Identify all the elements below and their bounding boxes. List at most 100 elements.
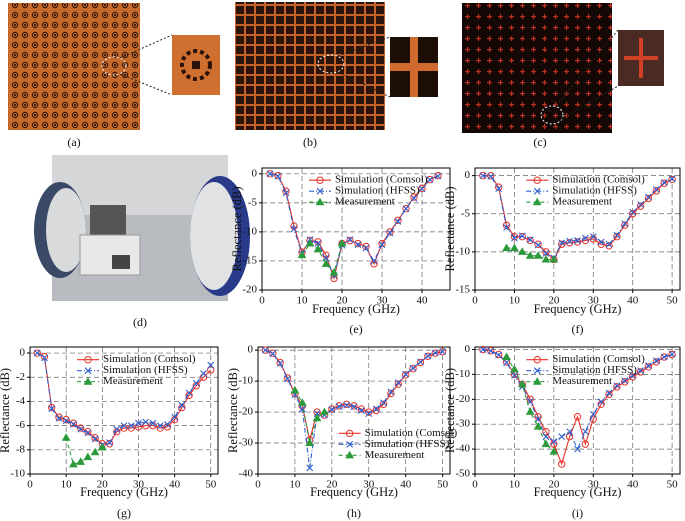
photo-a bbox=[8, 3, 220, 130]
y-tick-label: 0 bbox=[20, 347, 26, 359]
y-tick-label: -6 bbox=[16, 419, 26, 431]
marker bbox=[439, 348, 447, 356]
marker bbox=[261, 346, 269, 354]
photo-d bbox=[34, 155, 250, 301]
legend-marker bbox=[346, 440, 354, 448]
marker bbox=[541, 439, 551, 448]
marker bbox=[565, 239, 574, 247]
marker bbox=[261, 346, 270, 354]
marker bbox=[652, 357, 660, 365]
marker bbox=[328, 406, 336, 413]
marker bbox=[33, 349, 41, 357]
legend-marker bbox=[84, 356, 92, 364]
y-tick-label: -10 bbox=[238, 375, 253, 387]
marker bbox=[424, 352, 432, 360]
x-axis-label: Frequency (GHz) bbox=[310, 485, 398, 499]
series-line bbox=[269, 173, 439, 278]
x-tick-label: 10 bbox=[297, 295, 309, 307]
marker bbox=[269, 349, 277, 357]
x-tick-label: 30 bbox=[588, 295, 600, 307]
marker bbox=[386, 228, 394, 236]
marker bbox=[200, 370, 207, 377]
y-tick-label: -40 bbox=[238, 468, 253, 480]
marker bbox=[558, 240, 566, 248]
marker bbox=[297, 398, 307, 406]
marker bbox=[542, 427, 550, 436]
marker bbox=[354, 239, 362, 248]
marker bbox=[83, 452, 93, 461]
chart-caption: (f) bbox=[572, 322, 584, 336]
marker bbox=[621, 221, 629, 229]
x-axis-label: Frequency (GHz) bbox=[80, 485, 168, 499]
x-tick-label: 30 bbox=[133, 479, 145, 491]
marker bbox=[171, 413, 179, 421]
legend-label: Measurement bbox=[552, 196, 612, 208]
x-tick-label: 0 bbox=[27, 479, 33, 491]
marker bbox=[290, 225, 298, 233]
marker bbox=[438, 347, 447, 356]
x-tick-label: 50 bbox=[667, 479, 679, 491]
x-tick-label: 30 bbox=[588, 479, 600, 491]
marker bbox=[628, 210, 637, 218]
legend-label: Simulation (HFSS) bbox=[335, 185, 420, 197]
x-tick-label: 10 bbox=[509, 479, 521, 491]
marker bbox=[418, 184, 426, 193]
legend-label: Simulation (Comsol) bbox=[365, 427, 458, 439]
marker bbox=[510, 364, 519, 373]
marker bbox=[350, 403, 358, 411]
marker bbox=[47, 403, 56, 412]
y-tick-label: -20 bbox=[455, 393, 470, 405]
marker bbox=[573, 238, 582, 246]
marker bbox=[269, 350, 277, 358]
marker bbox=[549, 255, 559, 263]
marker bbox=[48, 405, 56, 413]
marker bbox=[386, 229, 394, 237]
legend-marker bbox=[533, 367, 541, 375]
y-tick-label: -40 bbox=[455, 443, 470, 455]
marker bbox=[127, 424, 135, 432]
x-tick-label: 40 bbox=[400, 479, 412, 491]
legend-marker bbox=[533, 356, 541, 364]
x-axis-label: Frequency (GHz) bbox=[534, 485, 622, 499]
marker bbox=[306, 464, 314, 472]
marker bbox=[313, 244, 323, 253]
marker bbox=[574, 237, 581, 244]
y-tick-label: -15 bbox=[455, 284, 470, 296]
marker bbox=[378, 241, 386, 249]
marker bbox=[97, 442, 107, 451]
marker bbox=[628, 373, 637, 381]
marker bbox=[613, 383, 621, 391]
marker bbox=[69, 421, 77, 428]
marker bbox=[534, 240, 542, 248]
legend-marker bbox=[532, 377, 542, 385]
marker bbox=[55, 413, 63, 421]
marker bbox=[372, 406, 380, 415]
legend-label: Measurement bbox=[365, 449, 425, 461]
marker bbox=[589, 233, 597, 241]
legend-label: Measurement bbox=[552, 375, 612, 387]
marker bbox=[120, 424, 128, 432]
marker bbox=[387, 389, 395, 398]
marker bbox=[621, 220, 629, 228]
series-line bbox=[301, 242, 343, 274]
y-tick-label: -50 bbox=[455, 468, 470, 480]
marker bbox=[660, 353, 668, 361]
marker bbox=[402, 204, 410, 213]
marker bbox=[149, 419, 157, 427]
marker bbox=[660, 179, 668, 187]
marker bbox=[343, 401, 351, 409]
marker bbox=[511, 234, 518, 242]
x-axis-label: Frequency (GHz) bbox=[534, 302, 622, 316]
marker bbox=[321, 259, 331, 267]
y-tick-label: -15 bbox=[242, 254, 257, 266]
chart-caption: (h) bbox=[347, 506, 361, 520]
marker bbox=[170, 415, 179, 424]
marker bbox=[668, 175, 676, 184]
marker bbox=[434, 172, 442, 180]
marker bbox=[276, 360, 284, 367]
marker bbox=[495, 185, 503, 192]
y-tick-label: 0 bbox=[252, 167, 258, 179]
